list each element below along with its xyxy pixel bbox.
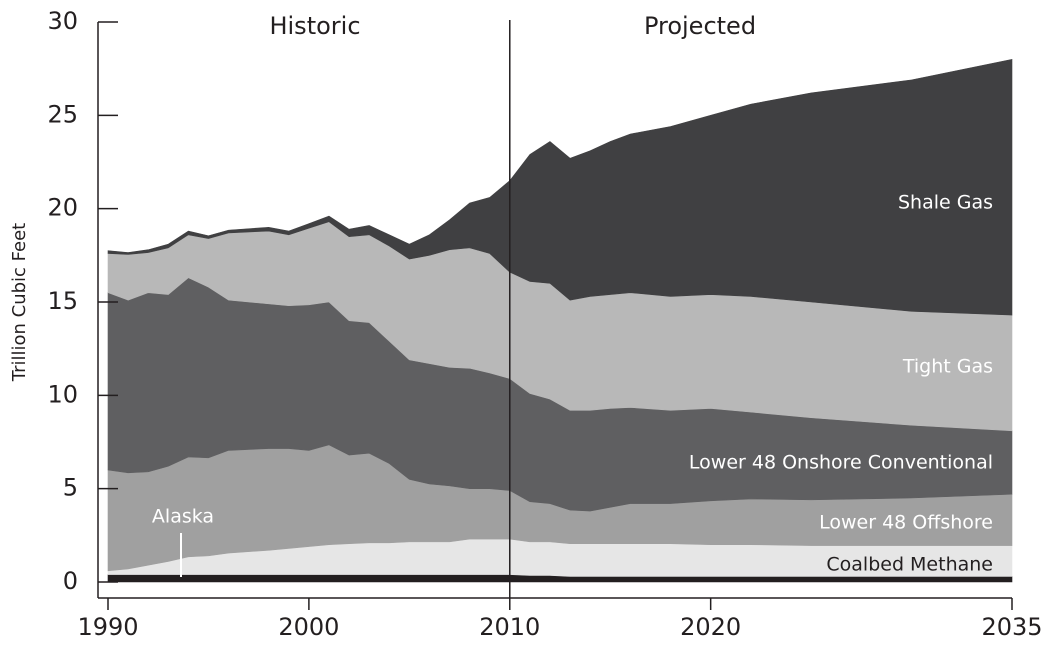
annotation: Historic	[269, 12, 360, 40]
y-tick-label: 15	[47, 287, 78, 315]
areas	[107, 58, 1013, 583]
x-tick-label: 1990	[77, 613, 138, 641]
y-axis-label: Trillion Cubic Feet	[9, 223, 30, 383]
annotation: Projected	[644, 12, 756, 40]
y-tick-label: 20	[47, 194, 78, 222]
series-label: Tight Gas	[902, 356, 993, 378]
x-tick-label: 2000	[278, 613, 339, 641]
x-tick-label: 2010	[479, 613, 540, 641]
y-tick-label: 5	[63, 474, 78, 502]
y-tick-label: 30	[47, 7, 78, 35]
series-label: Shale Gas	[898, 192, 993, 214]
series-label: Alaska	[152, 506, 214, 528]
series-label: Lower 48 Onshore Conventional	[689, 452, 993, 474]
area	[107, 58, 1013, 316]
x-tick-label: 2035	[981, 613, 1042, 641]
y-tick-label: 25	[47, 100, 78, 128]
series-label: Lower 48 Offshore	[819, 512, 993, 534]
x-tick-label: 2020	[680, 613, 741, 641]
y-tick-label: 0	[63, 567, 78, 595]
overlay: Alaska Coalbed Methane Lower 48 Offshore Lo…	[9, 7, 1043, 641]
y-tick-label: 10	[47, 380, 78, 408]
series-label: Coalbed Methane	[826, 554, 993, 576]
